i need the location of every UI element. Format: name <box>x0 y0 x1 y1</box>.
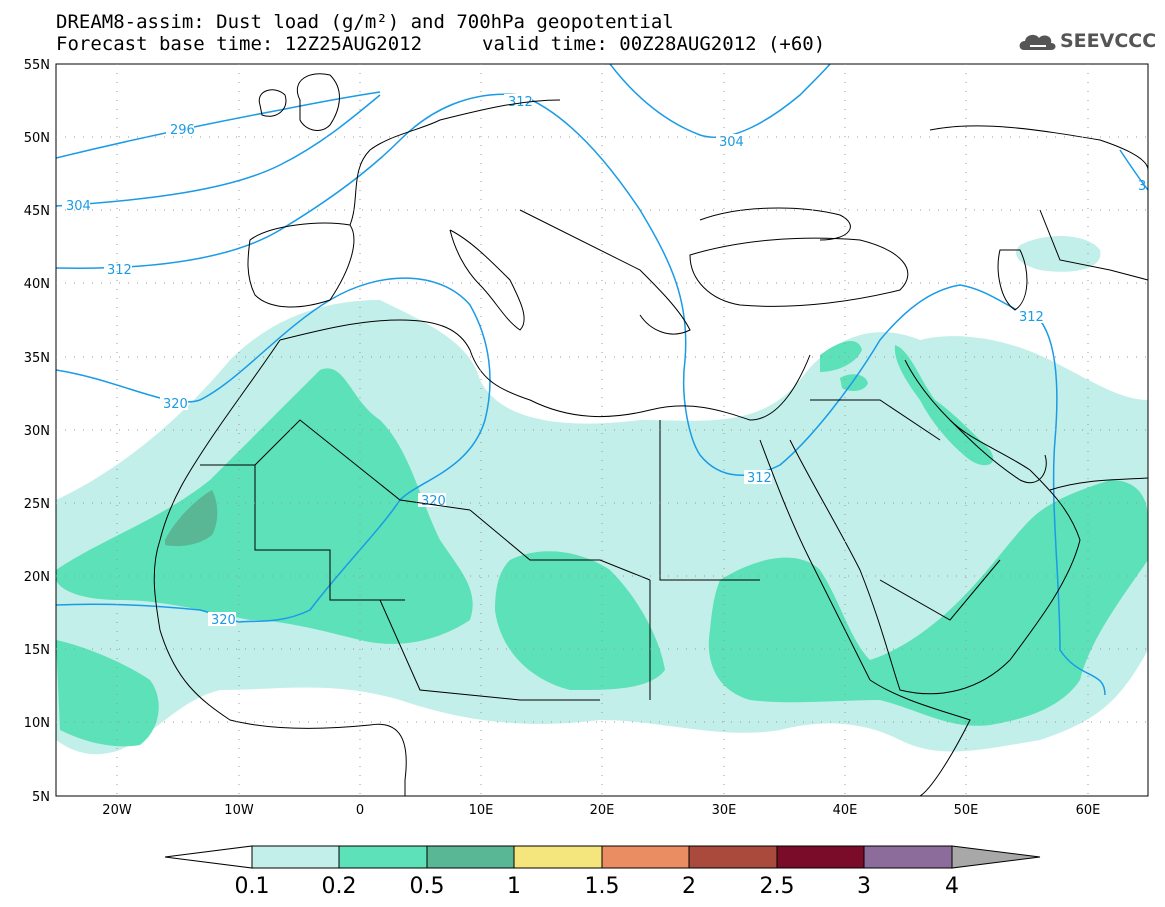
contour-304-west <box>56 94 381 207</box>
lon-label: 60E <box>1076 803 1101 818</box>
contour-304-east <box>609 64 831 138</box>
dust-region-medium-chad <box>495 551 665 690</box>
lat-label: 45N <box>24 204 50 219</box>
colorbar-swatch <box>863 845 953 869</box>
colorbar-label: 2 <box>682 874 696 899</box>
gridlines <box>56 64 1148 796</box>
colorbar-swatch <box>776 845 865 869</box>
colorbar-arrow-low <box>164 845 253 869</box>
contour-312-east <box>1119 149 1148 191</box>
contour-label: 312 <box>747 471 772 486</box>
colorbar-swatch <box>513 845 603 869</box>
contour-label: 304 <box>719 135 744 150</box>
dust-region-medium-levant <box>820 340 862 372</box>
dust-region-caspian <box>1016 235 1101 272</box>
lon-label: 0 <box>356 803 364 818</box>
coastlines <box>153 73 1148 796</box>
lat-label: 25N <box>24 497 50 512</box>
dust-region-medium-west <box>56 368 473 644</box>
lat-label: 40N <box>24 277 50 292</box>
colorbar-label: 4 <box>945 874 959 899</box>
lon-label: 20W <box>102 803 132 818</box>
lat-label: 5N <box>32 790 50 805</box>
forecast-base-time: Forecast base time: 12Z25AUG2012 <box>56 33 423 55</box>
contour-label: 296 <box>170 123 195 138</box>
lon-label: 20E <box>590 803 615 818</box>
contour-label: 320 <box>163 397 188 412</box>
colorbar-label: 1.5 <box>585 874 620 899</box>
colorbar-label: 1 <box>507 874 521 899</box>
colorbar-label: 0.2 <box>322 874 357 899</box>
lat-label: 30N <box>24 424 50 439</box>
lat-label: 50N <box>24 131 50 146</box>
dust-region-medium-sw <box>56 640 159 747</box>
contour-312-central <box>519 94 1106 696</box>
dust-region-medium-syria <box>840 374 868 391</box>
lon-label: 50E <box>954 803 979 818</box>
colorbar-label: 0.5 <box>410 874 445 899</box>
dust-region-medium-sudan <box>708 480 1148 726</box>
colorbar-swatch <box>601 845 690 869</box>
contour-296 <box>56 91 381 159</box>
lat-label: 35N <box>24 351 50 366</box>
lat-label: 20N <box>24 570 50 585</box>
lon-label: 40E <box>833 803 858 818</box>
colorbar-label: 3 <box>857 874 871 899</box>
colorbar-swatch <box>688 845 778 869</box>
contour-label: 3 <box>1138 179 1146 194</box>
colorbar-swatch <box>426 845 515 869</box>
colorbar <box>164 845 1041 869</box>
lat-label: 10N <box>24 716 50 731</box>
colorbar-label: 2.5 <box>760 874 795 899</box>
lon-label: 10W <box>224 803 254 818</box>
lat-label: 15N <box>24 643 50 658</box>
colorbar-label: 0.1 <box>235 874 270 899</box>
lon-label: 30E <box>712 803 737 818</box>
cloud-icon <box>1019 34 1056 50</box>
contour-320 <box>56 277 491 623</box>
logo-text: SEEVCCC <box>1060 30 1157 52</box>
lon-label: 10E <box>469 803 494 818</box>
colorbar-arrow-high <box>951 845 1041 869</box>
valid-time: valid time: 00Z28AUG2012 (+60) <box>482 33 826 55</box>
lat-label: 55N <box>24 58 50 73</box>
map-title: DREAM8-assim: Dust load (g/m²) and 700hP… <box>56 11 674 33</box>
contour-label: 304 <box>66 199 91 214</box>
contour-label: 312 <box>107 263 132 278</box>
dust-region-dark <box>165 490 218 547</box>
contour-312-west <box>56 93 521 269</box>
contour-label: 320 <box>211 613 236 628</box>
colorbar-swatch <box>338 845 428 869</box>
contour-label: 320 <box>421 494 446 509</box>
contour-label: 312 <box>1019 310 1044 325</box>
colorbar-swatch <box>251 845 340 869</box>
